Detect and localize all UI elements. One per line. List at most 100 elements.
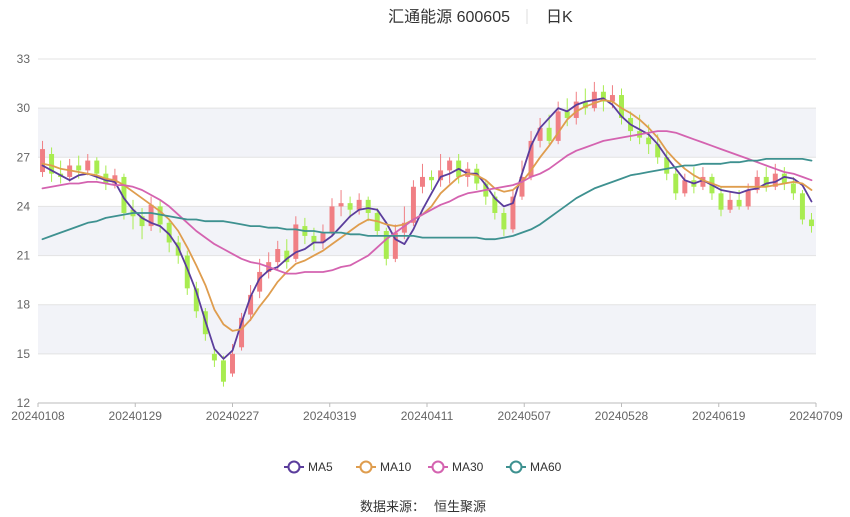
candle-body <box>564 111 570 118</box>
candle <box>392 224 398 263</box>
candle <box>248 285 254 322</box>
candle <box>510 190 516 233</box>
y-tick-label: 15 <box>17 347 31 361</box>
candle-body <box>682 180 688 194</box>
candle-body <box>94 160 100 174</box>
legend-item-ma60[interactable]: MA60 <box>506 460 562 474</box>
candle <box>763 167 769 192</box>
candle <box>419 163 425 194</box>
candle <box>682 173 688 197</box>
candle <box>338 190 344 217</box>
candle <box>700 167 706 191</box>
candle-body <box>383 231 389 259</box>
x-tick-label: 20240108 <box>11 409 65 423</box>
candle-body <box>230 353 235 374</box>
candle-body <box>664 157 670 174</box>
legend-label: MA10 <box>380 460 412 474</box>
candle-body <box>293 224 299 259</box>
candle-body <box>257 271 263 292</box>
candle-body <box>49 154 55 174</box>
candle-body <box>519 176 525 197</box>
candle-body <box>76 165 82 171</box>
x-tick-label: 20240507 <box>498 409 552 423</box>
candle-body <box>646 137 652 145</box>
candle-body <box>329 206 335 233</box>
candle <box>664 150 670 181</box>
x-tick-label: 20240709 <box>789 409 843 423</box>
candle-body <box>311 235 317 243</box>
moving-average-lines <box>41 97 813 360</box>
x-tick-label: 20240528 <box>595 409 649 423</box>
candle <box>718 186 724 217</box>
chart-subtitle: 日K <box>546 9 573 26</box>
legend-label: MA60 <box>530 460 562 474</box>
candle-body <box>492 196 498 213</box>
candle-body <box>528 140 534 177</box>
source-label: 数据来源： <box>360 499 425 514</box>
candle <box>266 252 272 279</box>
candle <box>193 281 199 318</box>
candle-body <box>356 199 362 210</box>
candle <box>40 140 46 177</box>
candle <box>85 154 91 176</box>
candle-body <box>754 176 760 191</box>
legend-item-ma10[interactable]: MA10 <box>356 460 412 474</box>
chart-title: 汇通能源 600605 <box>388 8 510 26</box>
background-bands <box>38 108 816 354</box>
candle-body <box>184 255 190 289</box>
grid-band <box>38 304 816 354</box>
candle-body <box>392 232 398 259</box>
candle <box>537 117 543 148</box>
y-tick-label: 30 <box>17 101 31 115</box>
candle <box>58 160 64 184</box>
series-line-ma5 <box>41 97 813 360</box>
candle-body <box>718 193 724 210</box>
candle <box>184 250 190 295</box>
candle-body <box>600 91 606 102</box>
candle-body <box>609 95 615 102</box>
candle-body <box>501 212 507 230</box>
candle <box>781 167 787 191</box>
series-line-ma30 <box>41 130 813 275</box>
candle <box>727 191 733 213</box>
candle <box>528 131 534 181</box>
y-tick-label: 24 <box>17 199 31 213</box>
candle <box>220 355 226 387</box>
candle <box>655 134 661 164</box>
candle-body <box>248 294 254 315</box>
candle <box>492 191 498 220</box>
x-tick-label: 20240129 <box>109 409 163 423</box>
candle-body <box>148 204 154 227</box>
candle-body <box>193 288 199 312</box>
candle-body <box>736 199 742 207</box>
candle-body <box>555 111 561 141</box>
candle <box>745 183 751 210</box>
candle <box>284 239 290 269</box>
legend-label: MA30 <box>452 460 484 474</box>
candle <box>691 167 697 194</box>
legend-item-ma30[interactable]: MA30 <box>428 460 484 474</box>
x-tick-label: 20240319 <box>303 409 357 423</box>
legend[interactable]: MA5 MA10 MA30 MA60 <box>284 460 562 474</box>
candle-body <box>772 173 778 187</box>
candle-body <box>365 199 371 213</box>
candle <box>329 198 335 236</box>
legend-label: MA5 <box>308 460 333 474</box>
candle-body <box>582 101 588 109</box>
candle-body <box>790 183 796 194</box>
candle <box>239 312 245 351</box>
legend-item-ma5[interactable]: MA5 <box>284 460 333 474</box>
candle <box>591 81 597 112</box>
chart-header: 汇通能源 600605 日K <box>388 8 573 26</box>
candle-body <box>727 199 733 210</box>
candle <box>808 212 814 233</box>
candle <box>275 240 281 271</box>
x-tick-label: 20240227 <box>206 409 260 423</box>
candle-body <box>338 203 344 207</box>
candle <box>573 91 579 125</box>
candle <box>429 170 435 191</box>
candle-body <box>166 222 172 243</box>
candle <box>799 190 805 225</box>
candle <box>383 227 389 266</box>
y-tick-label: 12 <box>17 396 31 410</box>
